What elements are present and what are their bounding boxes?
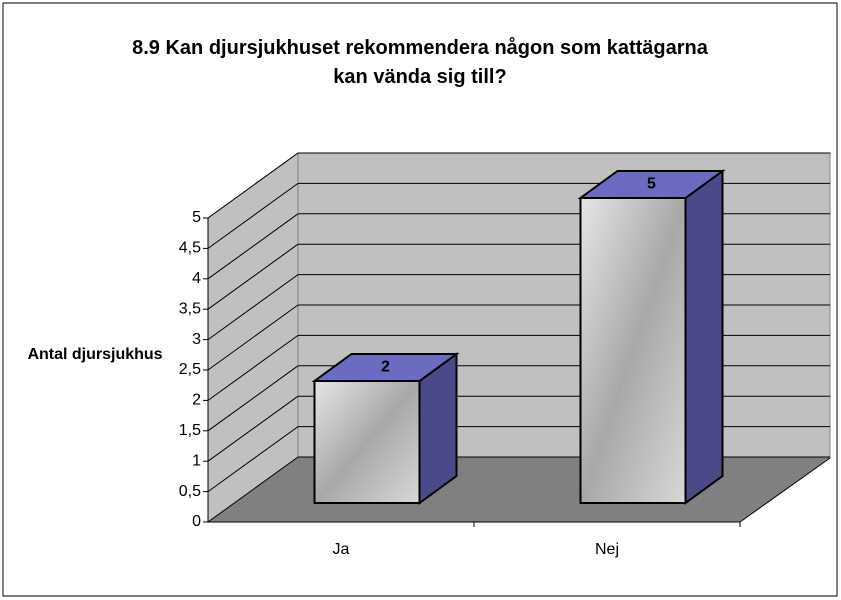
bar-side [686,171,723,503]
y-tick-label: 2 [192,392,201,409]
y-tick-label: 3,5 [179,300,201,317]
y-tick-label: 3 [192,331,201,348]
y-tick-label: 1 [192,452,201,469]
x-tick-label: Ja [333,541,350,558]
bar [581,198,686,503]
y-tick-label: 4 [192,270,201,287]
bar [315,381,420,503]
y-axis-label: Antal djursjukhus [20,343,170,367]
floor [208,458,830,522]
y-tick-label: 4,5 [179,240,201,257]
y-tick-label: 2,5 [179,361,201,378]
chart-area: 2 5 0 0,5 1 1,5 2 2,5 3 3,5 4 4,5 5 Ja Nej 8.9 Kan dj… [0,0,841,600]
y-tick-label: 1,5 [179,422,201,439]
y-tick-label: 0,5 [179,483,201,500]
y-tick-label: 0 [192,513,201,530]
x-tick-label: Nej [595,541,619,558]
value-label: 5 [647,176,656,193]
y-tick-label: 5 [192,209,201,226]
value-label: 2 [381,359,390,376]
chart-title: 8.9 Kan djursjukhuset rekommendera någon… [120,34,720,92]
